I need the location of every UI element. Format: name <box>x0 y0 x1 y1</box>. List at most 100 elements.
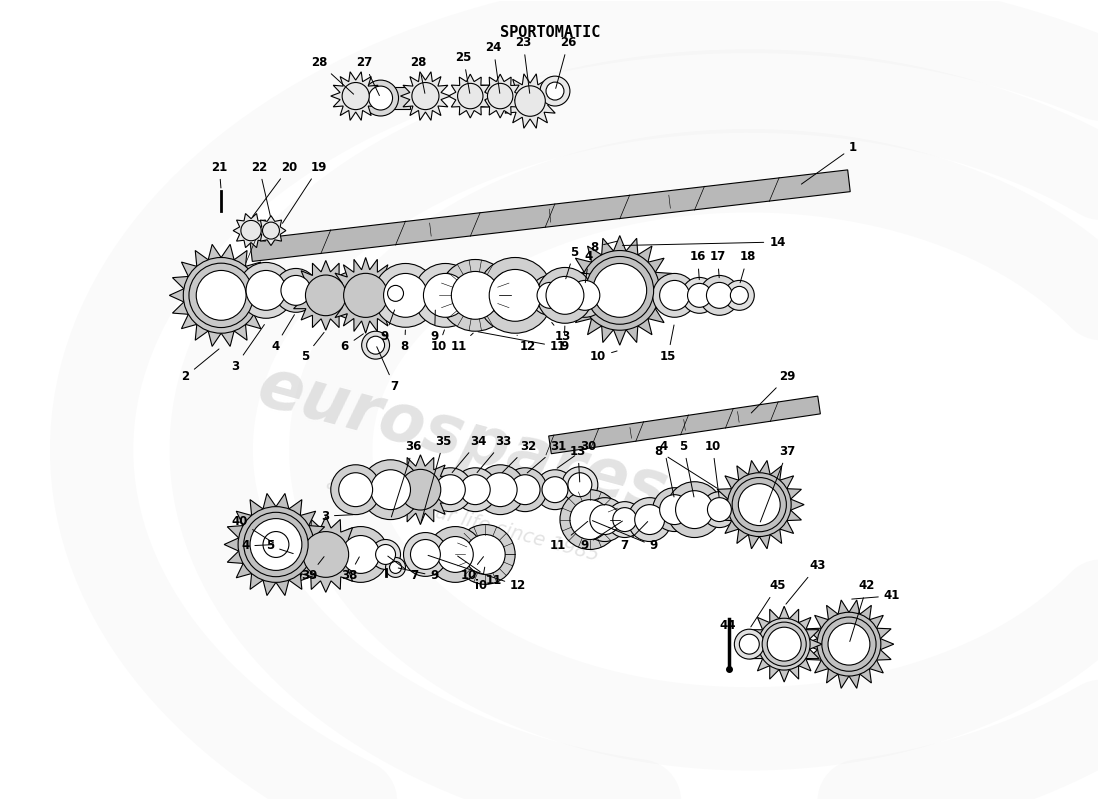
Circle shape <box>339 473 373 506</box>
Circle shape <box>725 281 755 310</box>
Polygon shape <box>400 72 450 120</box>
Polygon shape <box>714 461 804 549</box>
Circle shape <box>593 263 647 318</box>
Polygon shape <box>746 606 822 682</box>
Text: 8: 8 <box>400 330 409 353</box>
Text: 2: 2 <box>182 349 219 383</box>
Circle shape <box>263 531 289 558</box>
Text: 36: 36 <box>392 440 422 517</box>
Text: 41: 41 <box>851 590 900 602</box>
Circle shape <box>306 275 346 316</box>
Circle shape <box>196 270 246 320</box>
Circle shape <box>438 537 473 572</box>
Circle shape <box>453 468 497 512</box>
Circle shape <box>465 534 505 574</box>
Circle shape <box>570 281 600 310</box>
Circle shape <box>411 82 439 110</box>
Circle shape <box>342 82 370 110</box>
Circle shape <box>503 468 547 512</box>
Text: 11: 11 <box>550 522 587 553</box>
Text: 16: 16 <box>690 250 706 280</box>
Text: 10: 10 <box>430 330 447 353</box>
Text: 4: 4 <box>585 250 593 282</box>
Text: 45: 45 <box>751 579 785 627</box>
Circle shape <box>537 282 563 308</box>
Text: 9: 9 <box>430 310 439 343</box>
Circle shape <box>735 630 764 659</box>
Circle shape <box>490 270 541 322</box>
Text: 42: 42 <box>850 579 876 642</box>
Polygon shape <box>565 235 674 345</box>
Circle shape <box>613 508 637 531</box>
Text: 29: 29 <box>751 370 795 413</box>
Circle shape <box>424 282 448 306</box>
Polygon shape <box>328 258 404 334</box>
Circle shape <box>361 460 420 519</box>
Circle shape <box>458 83 483 109</box>
Circle shape <box>652 274 696 318</box>
Circle shape <box>727 473 791 537</box>
Text: 18: 18 <box>739 250 756 282</box>
Text: 28: 28 <box>311 56 353 94</box>
Text: 28: 28 <box>410 56 427 94</box>
Circle shape <box>189 263 253 327</box>
Polygon shape <box>503 74 558 128</box>
Polygon shape <box>804 600 894 688</box>
Circle shape <box>263 222 279 239</box>
Circle shape <box>342 535 380 574</box>
Circle shape <box>371 470 410 510</box>
Circle shape <box>667 482 723 538</box>
Text: 34: 34 <box>452 435 486 473</box>
Polygon shape <box>478 74 522 118</box>
Text: 5: 5 <box>565 246 579 278</box>
Circle shape <box>542 477 568 502</box>
Polygon shape <box>288 517 364 592</box>
Circle shape <box>822 617 876 671</box>
Circle shape <box>460 474 491 505</box>
Polygon shape <box>290 261 361 330</box>
Circle shape <box>387 286 404 302</box>
Text: 10: 10 <box>590 350 617 363</box>
Text: 30: 30 <box>558 440 596 468</box>
Text: 7: 7 <box>376 346 398 393</box>
Circle shape <box>562 466 597 502</box>
Circle shape <box>362 331 389 359</box>
Circle shape <box>404 533 448 576</box>
Text: 3: 3 <box>321 510 353 522</box>
Text: 12: 12 <box>517 335 537 353</box>
Bar <box>381 87 410 109</box>
Circle shape <box>439 259 512 331</box>
Text: 9: 9 <box>593 521 658 553</box>
Text: 11: 11 <box>450 333 473 353</box>
Circle shape <box>733 478 786 532</box>
Circle shape <box>586 257 653 324</box>
Text: 25: 25 <box>455 51 472 94</box>
Text: 8: 8 <box>590 241 617 254</box>
Polygon shape <box>169 244 273 346</box>
Circle shape <box>515 86 546 116</box>
Text: 40: 40 <box>231 514 274 543</box>
Text: 10: 10 <box>460 557 484 582</box>
Circle shape <box>590 505 619 534</box>
Circle shape <box>570 500 609 539</box>
Circle shape <box>428 468 472 512</box>
Circle shape <box>483 473 517 506</box>
Circle shape <box>546 82 564 100</box>
Text: 23: 23 <box>515 36 531 94</box>
Circle shape <box>660 494 690 525</box>
Polygon shape <box>331 72 381 120</box>
Text: 19: 19 <box>283 161 327 223</box>
Circle shape <box>302 531 349 578</box>
Text: SPORTOMATIC: SPORTOMATIC <box>499 26 601 40</box>
Circle shape <box>537 267 593 323</box>
Circle shape <box>451 271 499 319</box>
Circle shape <box>707 498 732 522</box>
Text: 7: 7 <box>619 522 648 553</box>
Text: 13: 13 <box>552 322 571 343</box>
Text: 15: 15 <box>660 325 676 363</box>
Text: 3: 3 <box>231 325 264 373</box>
Text: 33: 33 <box>477 435 512 473</box>
Text: eurospares: eurospares <box>251 354 674 526</box>
Circle shape <box>568 473 592 497</box>
Circle shape <box>386 558 406 578</box>
